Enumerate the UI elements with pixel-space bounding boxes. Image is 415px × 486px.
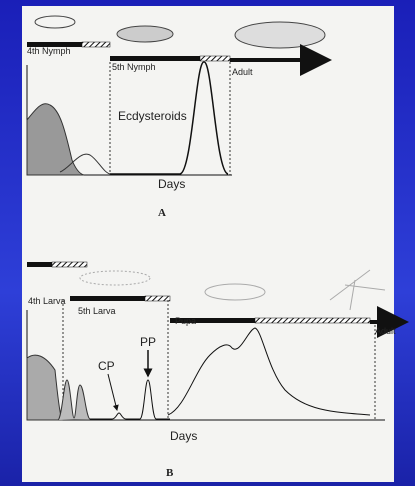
stage-bar xyxy=(255,318,370,323)
page: 4th Nymph 5th Nymph Adult Ecdysteroids D… xyxy=(0,0,415,486)
stage-label: 5th Nymph xyxy=(112,62,156,72)
stage-bar xyxy=(52,262,87,267)
stage-bar xyxy=(82,42,110,47)
stage-bar xyxy=(110,56,200,61)
curve-label: Ecdysteroids xyxy=(118,109,187,123)
peak-label: PP xyxy=(140,335,156,349)
stage-label: 5th Larva xyxy=(78,306,116,316)
stage-bar xyxy=(145,296,170,301)
stage-label: Pupa xyxy=(175,316,196,326)
stage-label: 4th Larva xyxy=(28,296,66,306)
insect-sketch xyxy=(117,26,173,42)
x-axis-label: Days xyxy=(170,429,197,443)
peak-label: CP xyxy=(98,359,115,373)
panel-label: B xyxy=(166,467,174,479)
panel-label: A xyxy=(158,207,166,219)
stage-label: 4th Nymph xyxy=(27,46,71,56)
stage-bar xyxy=(27,262,52,267)
stage-label: Adult xyxy=(232,67,253,77)
stage-bar xyxy=(200,56,230,61)
x-axis-label: Days xyxy=(158,177,185,191)
insect-sketch xyxy=(235,22,325,48)
stage-bar xyxy=(70,296,145,301)
stage-label: Adult xyxy=(375,326,396,336)
figure: 4th Nymph 5th Nymph Adult Ecdysteroids D… xyxy=(0,0,415,486)
